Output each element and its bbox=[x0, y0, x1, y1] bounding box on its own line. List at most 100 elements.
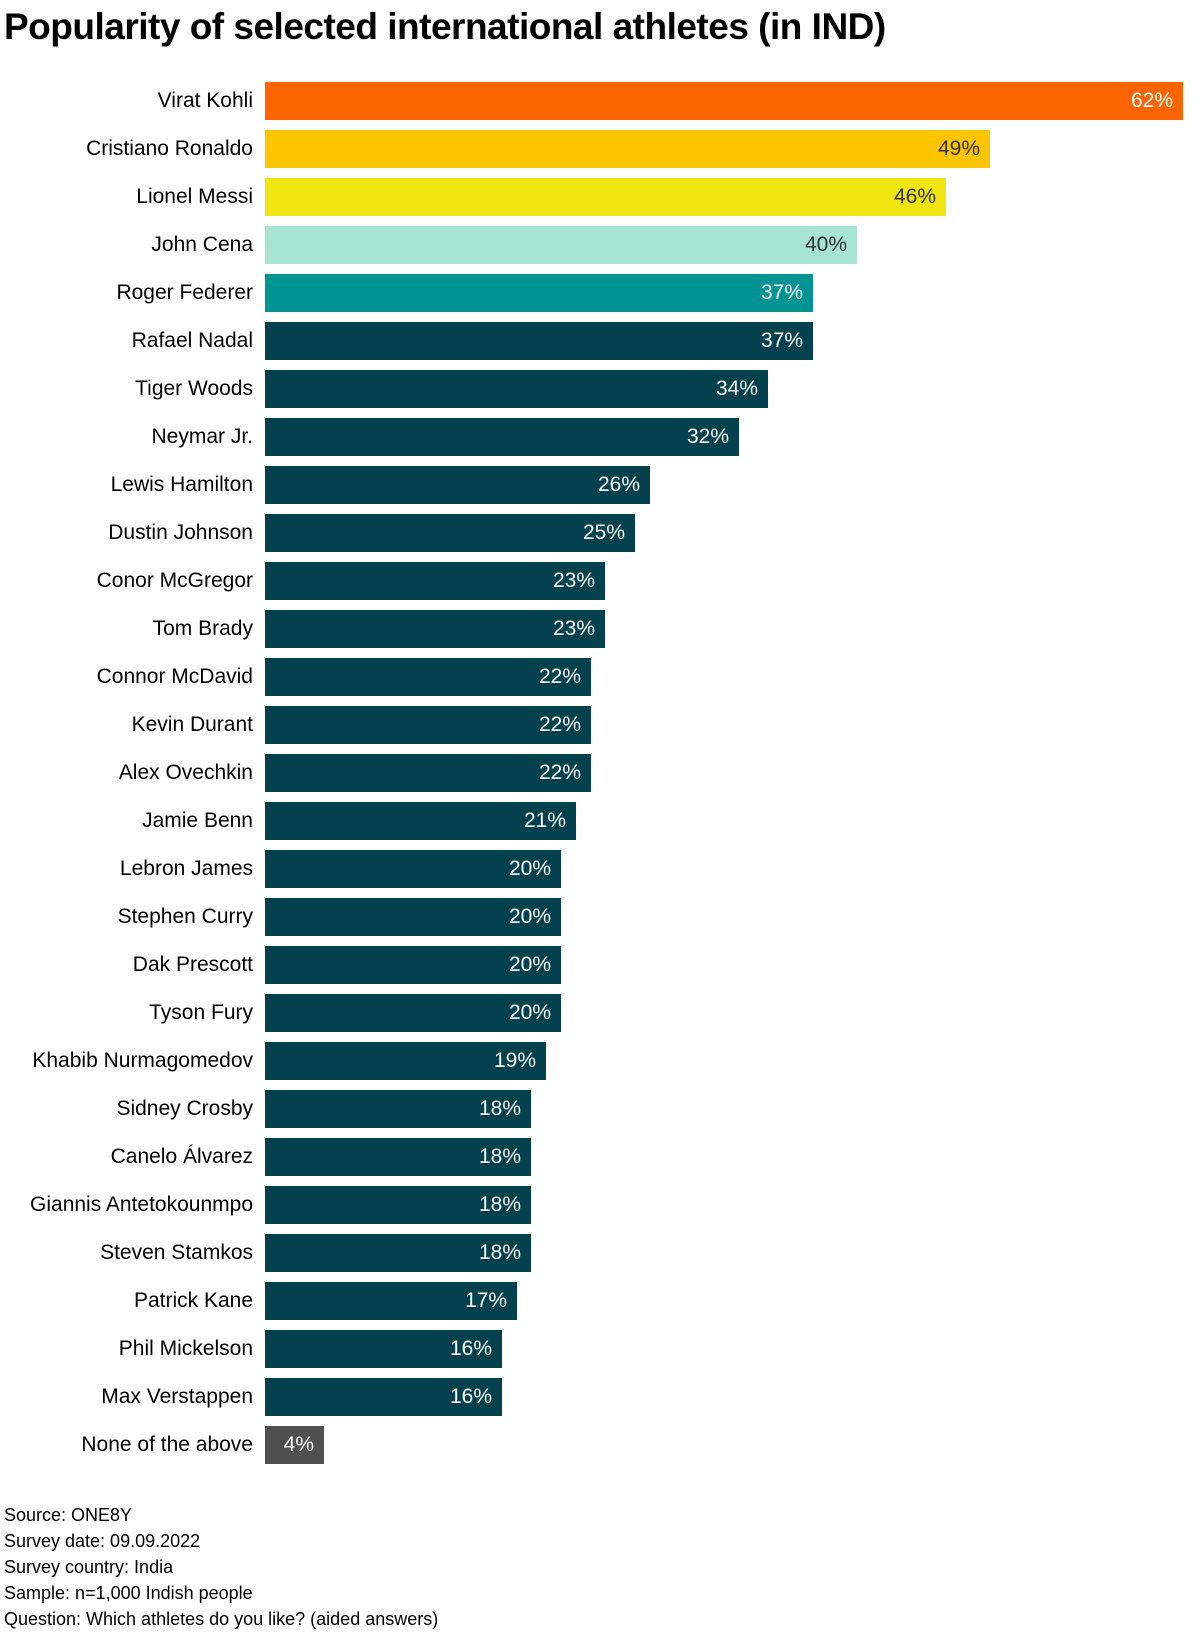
bar: 32% bbox=[265, 418, 739, 456]
bar-row: Alex Ovechkin 22% bbox=[0, 754, 1200, 792]
value-label: 22% bbox=[538, 713, 581, 736]
value-label: 25% bbox=[582, 521, 625, 544]
bar-row: Dak Prescott 20% bbox=[0, 946, 1200, 984]
bar-track: 16% bbox=[265, 1330, 1200, 1368]
bar-track: 49% bbox=[265, 130, 1200, 168]
bar-row: Khabib Nurmagomedov 19% bbox=[0, 1042, 1200, 1080]
bar-row: Lewis Hamilton 26% bbox=[0, 466, 1200, 504]
value-label: 4% bbox=[283, 1433, 314, 1456]
bar-row: Phil Mickelson 16% bbox=[0, 1330, 1200, 1368]
bar: 20% bbox=[265, 898, 561, 936]
bar-track: 25% bbox=[265, 514, 1200, 552]
category-label: Rafael Nadal bbox=[131, 329, 253, 352]
category-label: Sidney Crosby bbox=[116, 1097, 253, 1120]
bar-row: Steven Stamkos 18% bbox=[0, 1234, 1200, 1272]
category-label: Tiger Woods bbox=[135, 377, 253, 400]
bar: 23% bbox=[265, 562, 605, 600]
bar: 22% bbox=[265, 658, 591, 696]
footnote-survey-date: Survey date: 09.09.2022 bbox=[4, 1531, 201, 1551]
category-label: Virat Kohli bbox=[157, 89, 253, 112]
value-label: 18% bbox=[478, 1145, 521, 1168]
bar-track: 62% bbox=[265, 82, 1200, 120]
bar-track: 4% bbox=[265, 1426, 1200, 1464]
bar: 23% bbox=[265, 610, 605, 648]
bar-row: Tiger Woods 34% bbox=[0, 370, 1200, 408]
horizontal-bar-chart: Virat Kohli 62% Cristiano Ronaldo 49% Lionel… bbox=[0, 82, 1200, 1464]
bar-row: Tyson Fury 20% bbox=[0, 994, 1200, 1032]
value-label: 23% bbox=[552, 569, 595, 592]
category-label: Giannis Antetokounmpo bbox=[30, 1193, 253, 1216]
value-label: 20% bbox=[508, 1001, 551, 1024]
bar-row: Kevin Durant 22% bbox=[0, 706, 1200, 744]
bar-track: 17% bbox=[265, 1282, 1200, 1320]
value-label: 16% bbox=[449, 1385, 492, 1408]
bar-row: Lionel Messi 46% bbox=[0, 178, 1200, 216]
bar: 20% bbox=[265, 850, 561, 888]
bar: 62% bbox=[265, 82, 1183, 120]
category-label: None of the above bbox=[81, 1433, 253, 1456]
bar-track: 19% bbox=[265, 1042, 1200, 1080]
value-label: 23% bbox=[552, 617, 595, 640]
bar: 19% bbox=[265, 1042, 546, 1080]
bar-row: Rafael Nadal 37% bbox=[0, 322, 1200, 360]
category-label: Connor McDavid bbox=[96, 665, 253, 688]
bar: 20% bbox=[265, 946, 561, 984]
bar-track: 22% bbox=[265, 658, 1200, 696]
bar-track: 23% bbox=[265, 562, 1200, 600]
category-label: Dustin Johnson bbox=[108, 521, 253, 544]
bar-row: Conor McGregor 23% bbox=[0, 562, 1200, 600]
bar-row: Sidney Crosby 18% bbox=[0, 1090, 1200, 1128]
value-label: 34% bbox=[715, 377, 758, 400]
category-label: Tyson Fury bbox=[149, 1001, 253, 1024]
bar-row: Jamie Benn 21% bbox=[0, 802, 1200, 840]
bar-row: Dustin Johnson 25% bbox=[0, 514, 1200, 552]
value-label: 18% bbox=[478, 1241, 521, 1264]
bar: 17% bbox=[265, 1282, 517, 1320]
bar-track: 20% bbox=[265, 850, 1200, 888]
value-label: 20% bbox=[508, 857, 551, 880]
category-label: Tom Brady bbox=[152, 617, 253, 640]
footnote-question: Question: Which athletes do you like? (a… bbox=[4, 1609, 439, 1629]
bar-track: 40% bbox=[265, 226, 1200, 264]
bar: 21% bbox=[265, 802, 576, 840]
bar-row: John Cena 40% bbox=[0, 226, 1200, 264]
bar-row: Patrick Kane 17% bbox=[0, 1282, 1200, 1320]
bar-track: 26% bbox=[265, 466, 1200, 504]
value-label: 18% bbox=[478, 1097, 521, 1120]
bar-row: Giannis Antetokounmpo 18% bbox=[0, 1186, 1200, 1224]
value-label: 17% bbox=[464, 1289, 507, 1312]
bar-track: 21% bbox=[265, 802, 1200, 840]
category-label: Alex Ovechkin bbox=[118, 761, 253, 784]
bar-row: Stephen Curry 20% bbox=[0, 898, 1200, 936]
category-label: Lionel Messi bbox=[136, 185, 253, 208]
value-label: 18% bbox=[478, 1193, 521, 1216]
bar-track: 16% bbox=[265, 1378, 1200, 1416]
bar-track: 22% bbox=[265, 706, 1200, 744]
category-label: Phil Mickelson bbox=[118, 1337, 253, 1360]
chart-footnotes: Source: ONE8Y Survey date: 09.09.2022 Su… bbox=[4, 1502, 1200, 1632]
bar: 25% bbox=[265, 514, 635, 552]
bar-row: Cristiano Ronaldo 49% bbox=[0, 130, 1200, 168]
value-label: 49% bbox=[937, 137, 980, 160]
value-label: 19% bbox=[493, 1049, 536, 1072]
bar: 49% bbox=[265, 130, 990, 168]
category-label: Conor McGregor bbox=[96, 569, 253, 592]
bar: 37% bbox=[265, 322, 813, 360]
bar: 18% bbox=[265, 1186, 531, 1224]
bar: 22% bbox=[265, 754, 591, 792]
bar-row: None of the above 4% bbox=[0, 1426, 1200, 1464]
category-label: Cristiano Ronaldo bbox=[86, 137, 253, 160]
category-label: Jamie Benn bbox=[142, 809, 253, 832]
category-label: Dak Prescott bbox=[132, 953, 253, 976]
category-label: Kevin Durant bbox=[131, 713, 253, 736]
bar-track: 18% bbox=[265, 1138, 1200, 1176]
value-label: 40% bbox=[804, 233, 847, 256]
category-label: Lebron James bbox=[119, 857, 253, 880]
bar-track: 18% bbox=[265, 1186, 1200, 1224]
bar-row: Neymar Jr. 32% bbox=[0, 418, 1200, 456]
category-label: Lewis Hamilton bbox=[110, 473, 253, 496]
bar: 18% bbox=[265, 1234, 531, 1272]
value-label: 32% bbox=[686, 425, 729, 448]
bar-track: 20% bbox=[265, 898, 1200, 936]
bar-track: 37% bbox=[265, 322, 1200, 360]
